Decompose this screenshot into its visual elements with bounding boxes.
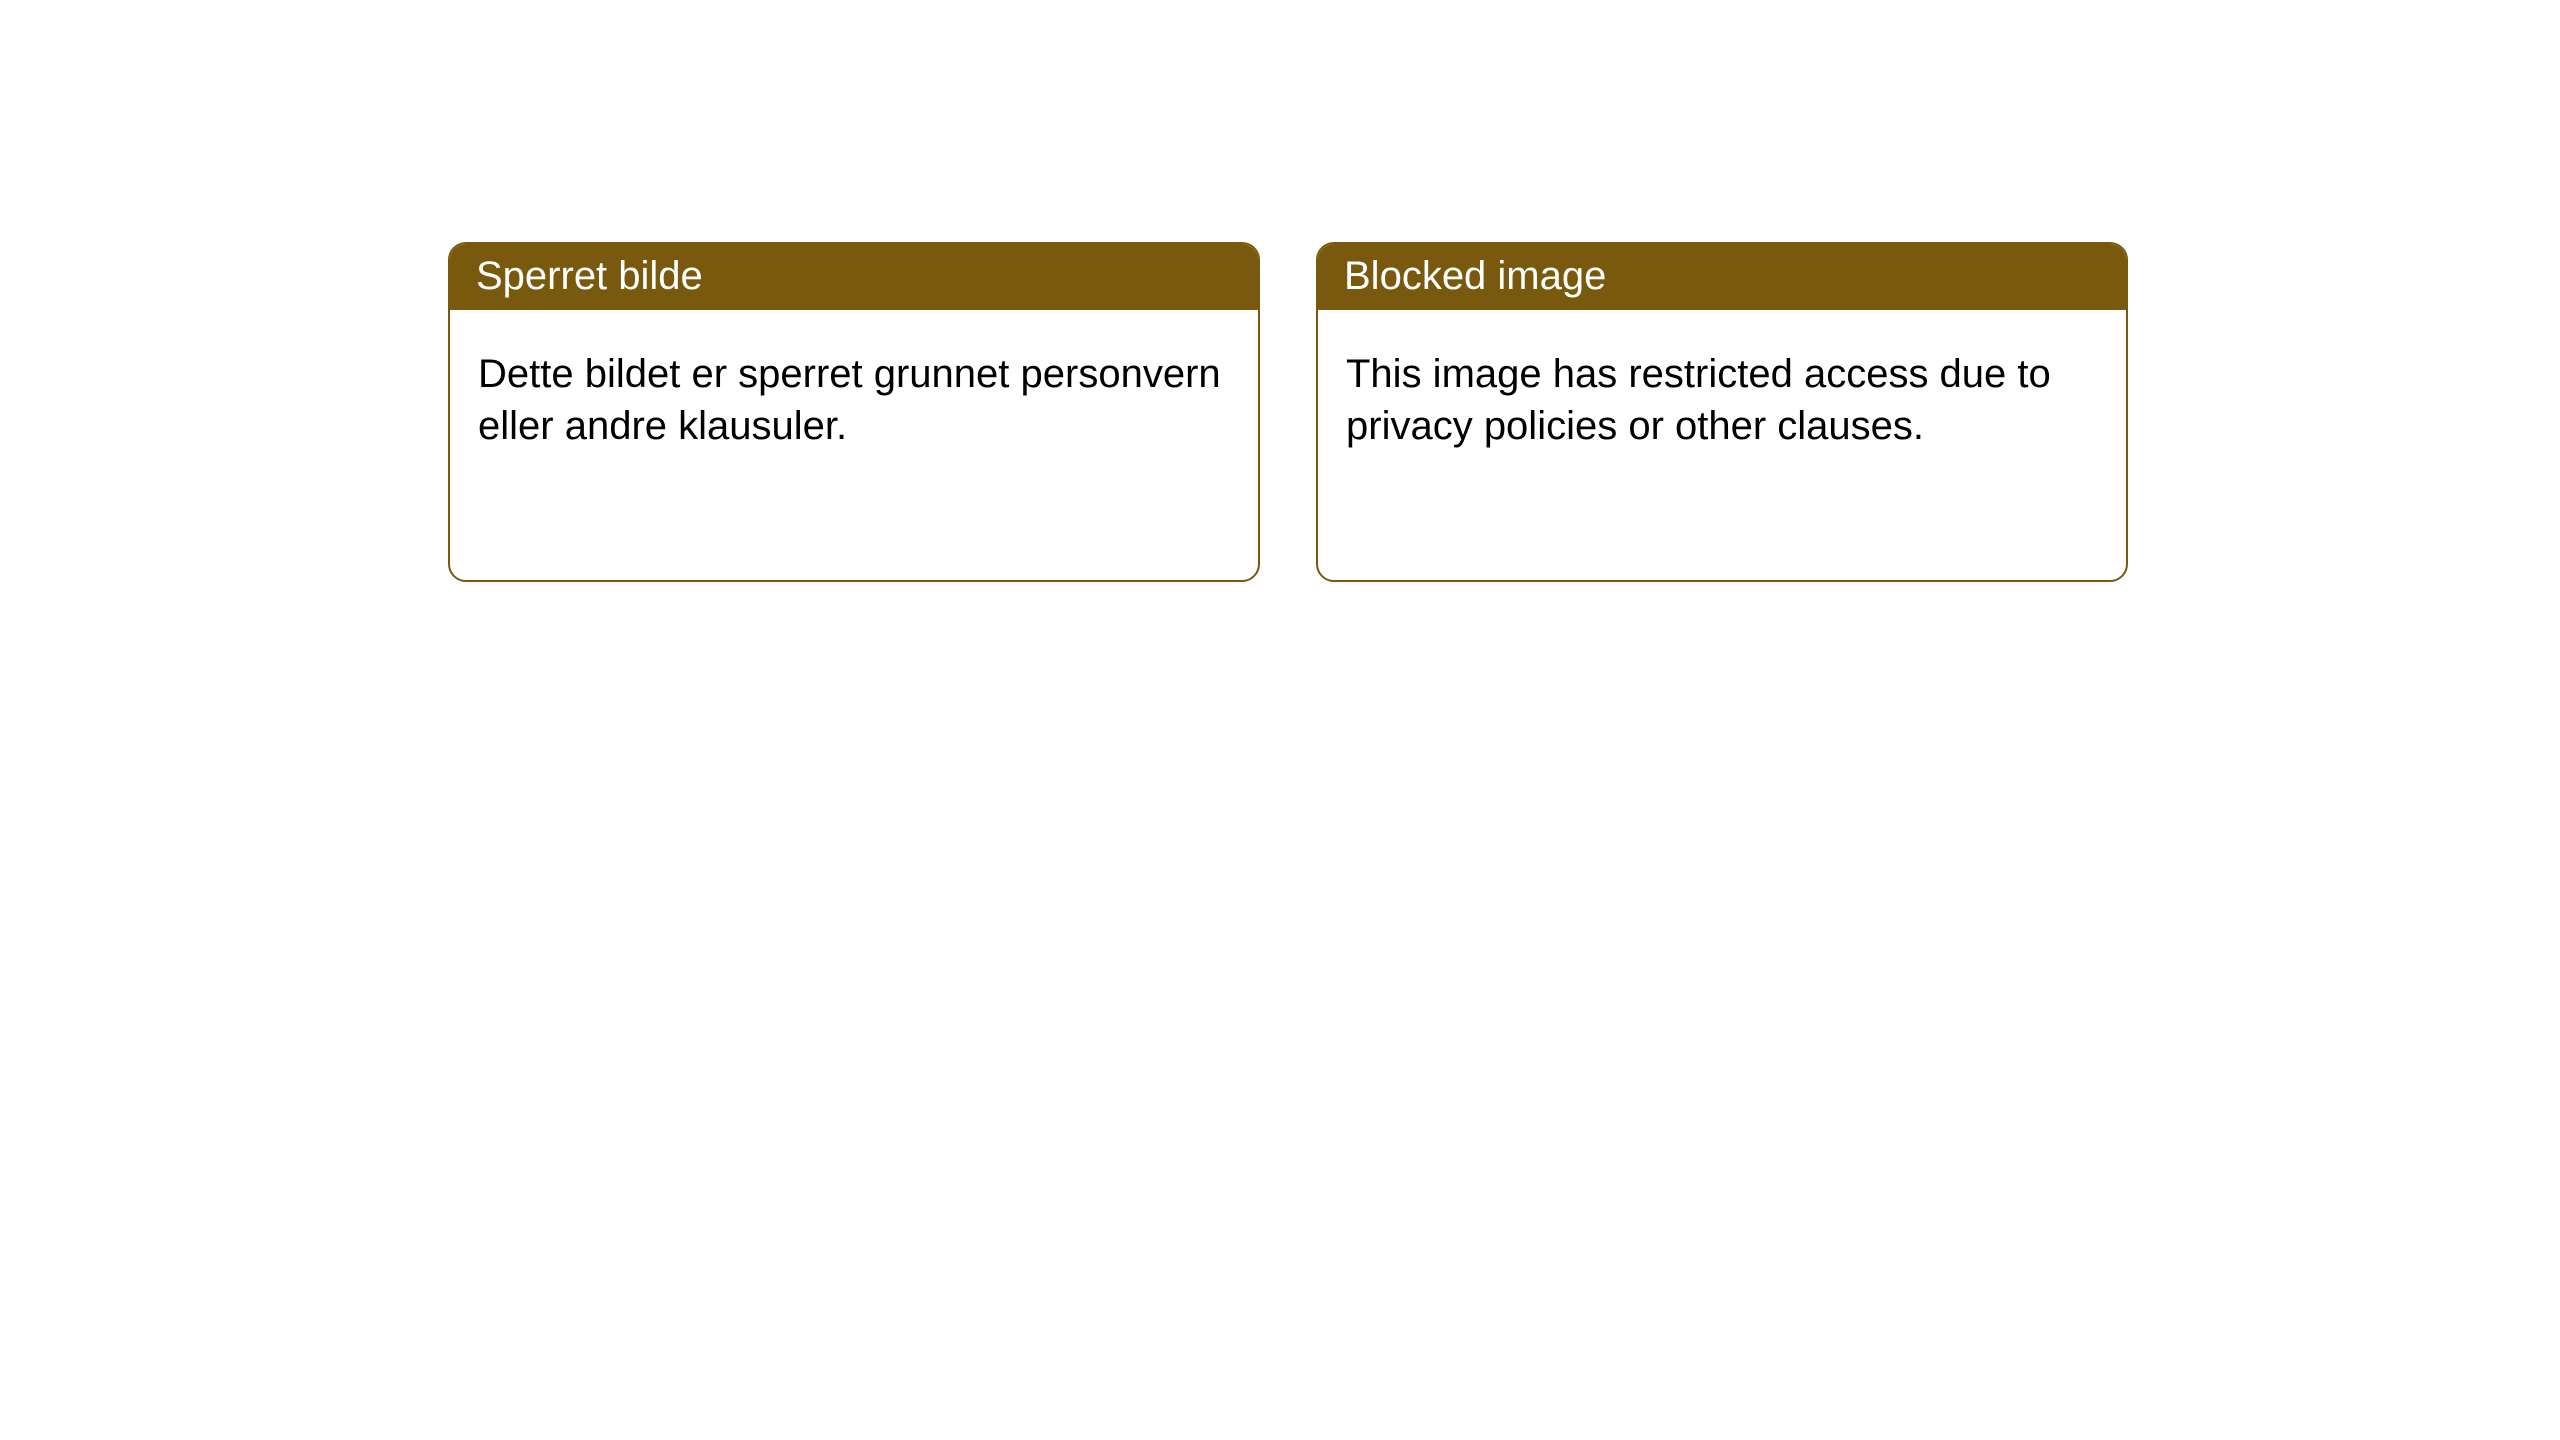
card-body: Dette bildet er sperret grunnet personve… bbox=[450, 310, 1258, 580]
card-body: This image has restricted access due to … bbox=[1318, 310, 2126, 580]
blocked-image-card-no: Sperret bilde Dette bildet er sperret gr… bbox=[448, 242, 1260, 582]
cards-container: Sperret bilde Dette bildet er sperret gr… bbox=[0, 0, 2560, 582]
card-header: Sperret bilde bbox=[450, 244, 1258, 310]
card-header: Blocked image bbox=[1318, 244, 2126, 310]
blocked-image-card-en: Blocked image This image has restricted … bbox=[1316, 242, 2128, 582]
